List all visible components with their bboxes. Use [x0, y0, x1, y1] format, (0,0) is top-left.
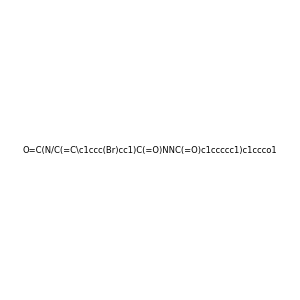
Text: O=C(N/C(=C\c1ccc(Br)cc1)C(=O)NNC(=O)c1ccccc1)c1ccco1: O=C(N/C(=C\c1ccc(Br)cc1)C(=O)NNC(=O)c1cc…	[23, 146, 277, 154]
